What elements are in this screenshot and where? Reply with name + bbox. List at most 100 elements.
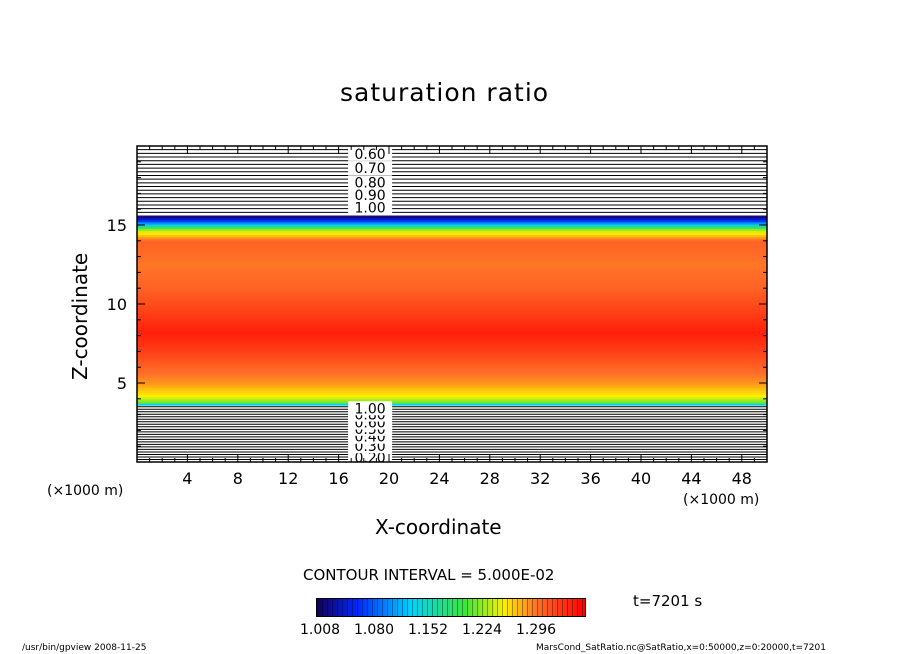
field-band <box>137 352 767 356</box>
field-band <box>137 306 767 309</box>
field-band <box>137 327 767 330</box>
x-tick-label: 28 <box>480 469 500 488</box>
field-band <box>137 280 767 284</box>
field-band <box>137 255 767 259</box>
field-band <box>137 228 767 231</box>
field-band <box>137 316 767 320</box>
y-tick-label: 5 <box>117 374 127 393</box>
field-band <box>137 249 767 252</box>
field-band <box>137 362 767 366</box>
field-band <box>137 403 767 406</box>
field-band <box>137 398 767 402</box>
field-band <box>137 217 767 221</box>
x-tick-label: 16 <box>328 469 348 488</box>
field-band <box>137 299 767 303</box>
field-band <box>137 240 767 244</box>
field-band <box>137 230 767 233</box>
field-band <box>137 365 767 368</box>
field-band <box>137 386 767 389</box>
contour-label: 1.00 <box>355 401 386 417</box>
y-tick-label: 15 <box>107 216 127 235</box>
chart-title: saturation ratio <box>340 78 550 107</box>
field-band <box>137 293 767 297</box>
field-band <box>137 320 767 324</box>
x-tick-label: 44 <box>681 469 701 488</box>
field-band <box>137 215 767 219</box>
field-band <box>137 335 767 339</box>
field-band <box>137 261 767 265</box>
field-band <box>137 221 767 225</box>
x-unit-left: (×1000 m) <box>47 483 124 499</box>
x-tick-label: 20 <box>379 469 399 488</box>
field-band <box>137 238 767 242</box>
field-band <box>137 384 767 387</box>
field-band <box>137 263 767 267</box>
field-band <box>137 337 767 341</box>
x-tick-label: 12 <box>278 469 298 488</box>
contour-interval-label: CONTOUR INTERVAL = 5.000E-02 <box>303 566 555 584</box>
field-band <box>137 223 767 227</box>
field-band <box>137 270 767 273</box>
field-band <box>137 358 767 362</box>
field-band <box>137 295 767 299</box>
field-band <box>137 285 767 288</box>
contour-label-bg <box>348 175 393 190</box>
colorbar-tick-label: 1.296 <box>516 622 557 638</box>
field-band <box>137 274 767 278</box>
field-band <box>137 333 767 337</box>
x-tick-label: 24 <box>429 469 449 488</box>
field-band <box>137 236 767 240</box>
field-band <box>137 400 767 404</box>
field-band <box>137 394 767 398</box>
field-band <box>137 257 767 261</box>
x-unit-right: (×1000 m) <box>683 492 760 508</box>
contour-label-bg <box>348 187 393 202</box>
field-band <box>137 356 767 360</box>
saturation-field <box>137 215 767 406</box>
contour-label-bg <box>348 161 393 176</box>
contour-label: 0.80 <box>355 175 386 191</box>
field-band <box>137 312 767 316</box>
contour-label-bg <box>348 200 393 215</box>
field-band <box>137 379 767 383</box>
field-band <box>137 381 767 385</box>
x-tick-label: 4 <box>182 469 192 488</box>
y-tick-label: 10 <box>107 295 127 314</box>
field-band <box>137 251 767 255</box>
field-band <box>137 232 767 236</box>
field-band <box>137 341 767 345</box>
field-band <box>137 329 767 332</box>
x-tick-label: 36 <box>580 469 600 488</box>
field-band <box>137 371 767 375</box>
field-band <box>137 289 767 292</box>
field-band <box>137 318 767 322</box>
field-band <box>137 266 767 269</box>
contour-label: 0.70 <box>355 161 386 177</box>
field-band <box>137 322 767 326</box>
field-band <box>137 390 767 394</box>
field-band <box>137 219 767 223</box>
field-band <box>137 354 767 358</box>
field-band <box>137 259 767 263</box>
field-band <box>137 278 767 282</box>
field-band <box>137 377 767 381</box>
y-axis-label: Z-coordinate <box>68 252 92 380</box>
x-tick-label: 40 <box>631 469 651 488</box>
contour-label-bg <box>348 401 393 416</box>
footer-source: MarsCond_SatRatio.nc@SatRatio,x=0:50000,… <box>536 643 826 653</box>
field-band <box>137 348 767 351</box>
field-band <box>137 331 767 335</box>
field-band <box>137 367 767 370</box>
colorbar-tick-label: 1.008 <box>300 622 341 638</box>
field-band <box>137 346 767 349</box>
field-band <box>137 339 767 343</box>
contour-label-bg <box>348 146 393 161</box>
contour-label: 1.00 <box>355 201 386 217</box>
colorbar <box>316 598 586 617</box>
field-band <box>137 242 767 246</box>
field-band <box>137 282 767 286</box>
contour-label: 0.60 <box>355 147 386 163</box>
field-band <box>137 297 767 301</box>
